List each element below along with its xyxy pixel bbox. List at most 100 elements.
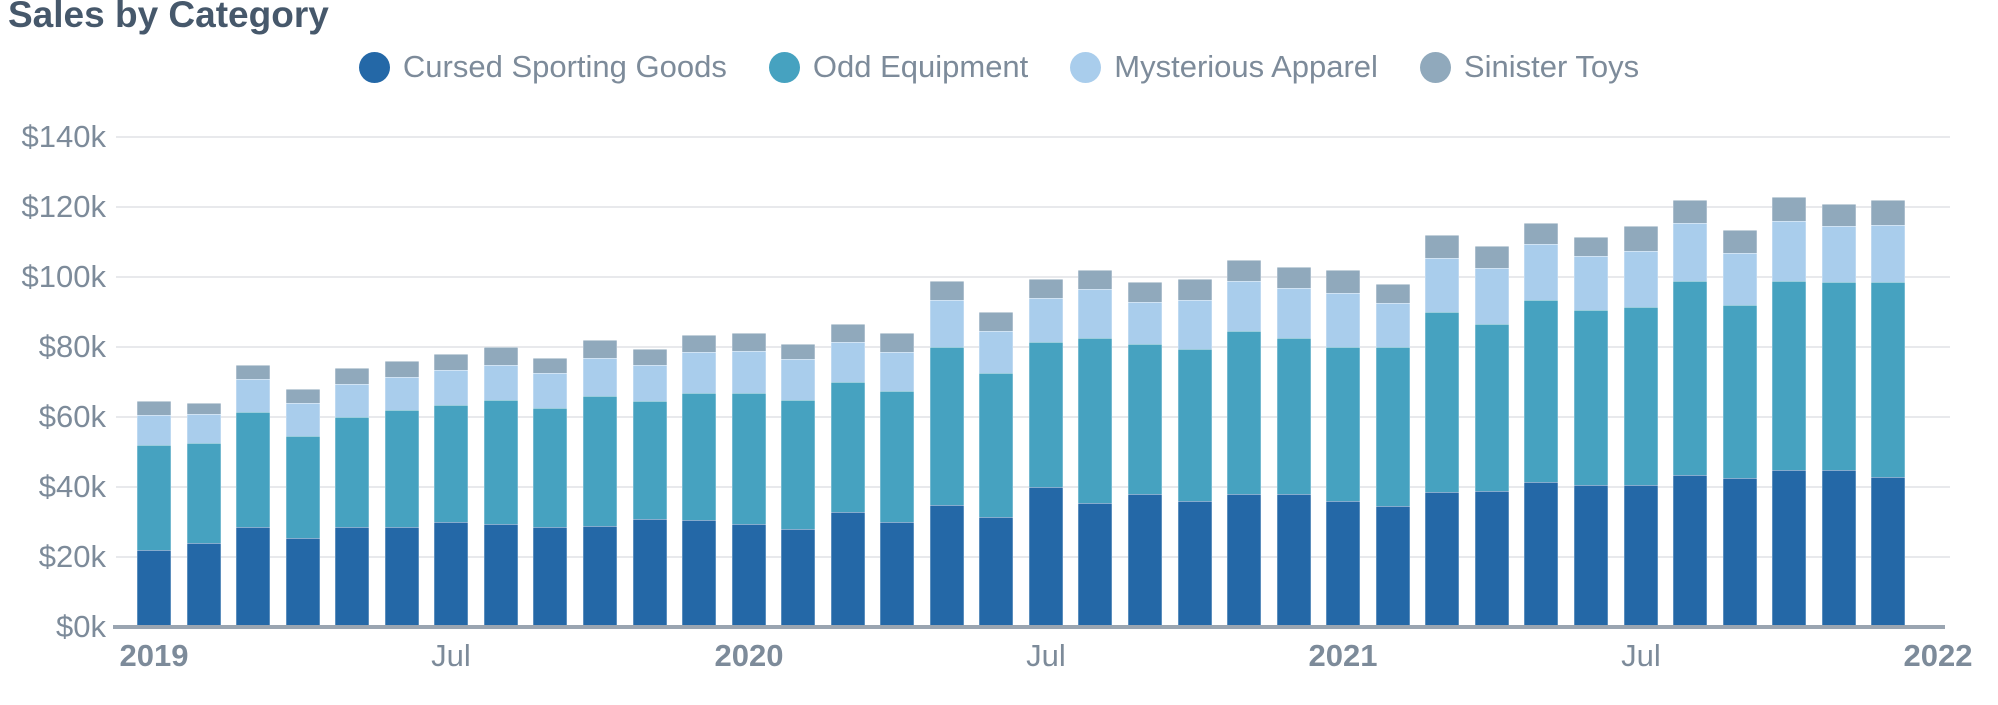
x-axis-label-2021: 2021 [1308,638,1378,673]
mysterious-apparel-legend-dot-icon [1070,51,1102,83]
segment-odd-equipment [880,390,914,522]
segment-sinister-toys [930,280,964,300]
segment-cursed-sporting-goods [831,511,865,627]
bar-dec-2019[interactable] [682,334,716,627]
segment-odd-equipment [1475,324,1509,491]
segment-sinister-toys [484,347,518,365]
bar-jun-2021[interactable] [1574,236,1608,627]
bar-jun-2019[interactable] [385,361,419,627]
segment-sinister-toys [1029,278,1063,298]
segment-mysterious-apparel [187,413,221,444]
segment-sinister-toys [979,312,1013,332]
bar-mar-2021[interactable] [1425,235,1459,627]
bar-apr-2020[interactable] [880,333,914,627]
segment-odd-equipment [434,404,468,522]
segment-cursed-sporting-goods [434,522,468,627]
segment-odd-equipment [633,401,667,519]
bar-nov-2019[interactable] [633,348,667,627]
segment-mysterious-apparel [484,364,518,400]
segment-mysterious-apparel [979,331,1013,374]
bar-oct-2019[interactable] [583,340,617,627]
bars [137,137,1917,627]
segment-sinister-toys [286,389,320,403]
bar-dec-2020[interactable] [1277,266,1311,627]
segment-cursed-sporting-goods [1772,469,1806,627]
bar-jan-2021[interactable] [1326,270,1360,627]
bar-oct-2020[interactable] [1178,278,1212,627]
bar-mar-2019[interactable] [236,364,270,627]
y-axis-label-20k: $20k [38,539,106,574]
segment-odd-equipment [1673,280,1707,475]
legend-item-odd-equipment[interactable]: Odd Equipment [768,49,1028,85]
segment-sinister-toys [137,401,171,416]
bar-may-2021[interactable] [1524,222,1558,627]
y-axis-label-80k: $80k [38,329,106,364]
segment-cursed-sporting-goods [1822,469,1856,627]
segment-sinister-toys [335,368,369,384]
bar-may-2019[interactable] [335,368,369,627]
segment-odd-equipment [1178,348,1212,501]
segment-odd-equipment [335,417,369,528]
bar-sep-2019[interactable] [533,357,567,627]
segment-odd-equipment [1128,343,1162,494]
segment-odd-equipment [1425,312,1459,493]
bar-may-2020[interactable] [930,280,964,627]
legend-label: Cursed Sporting Goods [402,49,727,84]
segment-odd-equipment [1723,305,1757,479]
segment-odd-equipment [682,392,716,521]
legend: Cursed Sporting Goods Odd Equipment Myster… [0,49,1998,85]
segment-odd-equipment [732,392,766,524]
segment-mysterious-apparel [1425,257,1459,312]
segment-cursed-sporting-goods [385,527,419,627]
bar-apr-2021[interactable] [1475,245,1509,627]
bar-feb-2021[interactable] [1376,284,1410,627]
x-axis-label-2020: 2020 [714,638,784,673]
bar-jan-2019[interactable] [137,401,171,627]
bar-jul-2020[interactable] [1029,278,1063,627]
bar-feb-2020[interactable] [781,343,815,627]
segment-odd-equipment [1029,341,1063,487]
segment-cursed-sporting-goods [335,527,369,627]
segment-sinister-toys [1277,266,1311,288]
legend-item-mysterious-apparel[interactable]: Mysterious Apparel [1070,49,1378,85]
bar-sep-2020[interactable] [1128,282,1162,627]
bar-nov-2021[interactable] [1822,203,1856,627]
segment-cursed-sporting-goods [484,523,518,627]
bar-feb-2019[interactable] [187,403,221,627]
bar-aug-2019[interactable] [484,347,518,627]
segment-cursed-sporting-goods [1277,494,1311,627]
segment-cursed-sporting-goods [1871,476,1905,627]
bar-aug-2021[interactable] [1673,200,1707,627]
gridline-100k [116,276,1950,278]
bar-apr-2019[interactable] [286,389,320,627]
segment-cursed-sporting-goods [1326,501,1360,627]
segment-mysterious-apparel [732,350,766,393]
bar-oct-2021[interactable] [1772,196,1806,627]
bar-jul-2021[interactable] [1624,226,1658,627]
segment-mysterious-apparel [1772,221,1806,281]
bar-nov-2020[interactable] [1227,259,1261,627]
segment-mysterious-apparel [583,357,617,396]
segment-cursed-sporting-goods [1029,487,1063,627]
legend-label: Mysterious Apparel [1114,49,1378,84]
bar-sep-2021[interactable] [1723,229,1757,627]
bar-dec-2021[interactable] [1871,200,1905,627]
segment-sinister-toys [1673,200,1707,223]
segment-cursed-sporting-goods [1425,492,1459,627]
legend-item-sinister-toys[interactable]: Sinister Toys [1419,49,1639,85]
bar-jul-2019[interactable] [434,354,468,627]
segment-odd-equipment [979,373,1013,517]
segment-sinister-toys [1128,282,1162,302]
segment-cursed-sporting-goods [286,537,320,627]
segment-sinister-toys [880,333,914,353]
segment-mysterious-apparel [1227,280,1261,332]
segment-odd-equipment [1078,338,1112,503]
bar-jun-2020[interactable] [979,312,1013,627]
legend-item-cursed-sporting-goods[interactable]: Cursed Sporting Goods [358,49,727,85]
bar-jan-2020[interactable] [732,333,766,627]
bar-aug-2020[interactable] [1078,270,1112,627]
segment-odd-equipment [781,399,815,529]
bar-mar-2020[interactable] [831,324,865,627]
segment-mysterious-apparel [236,378,270,412]
